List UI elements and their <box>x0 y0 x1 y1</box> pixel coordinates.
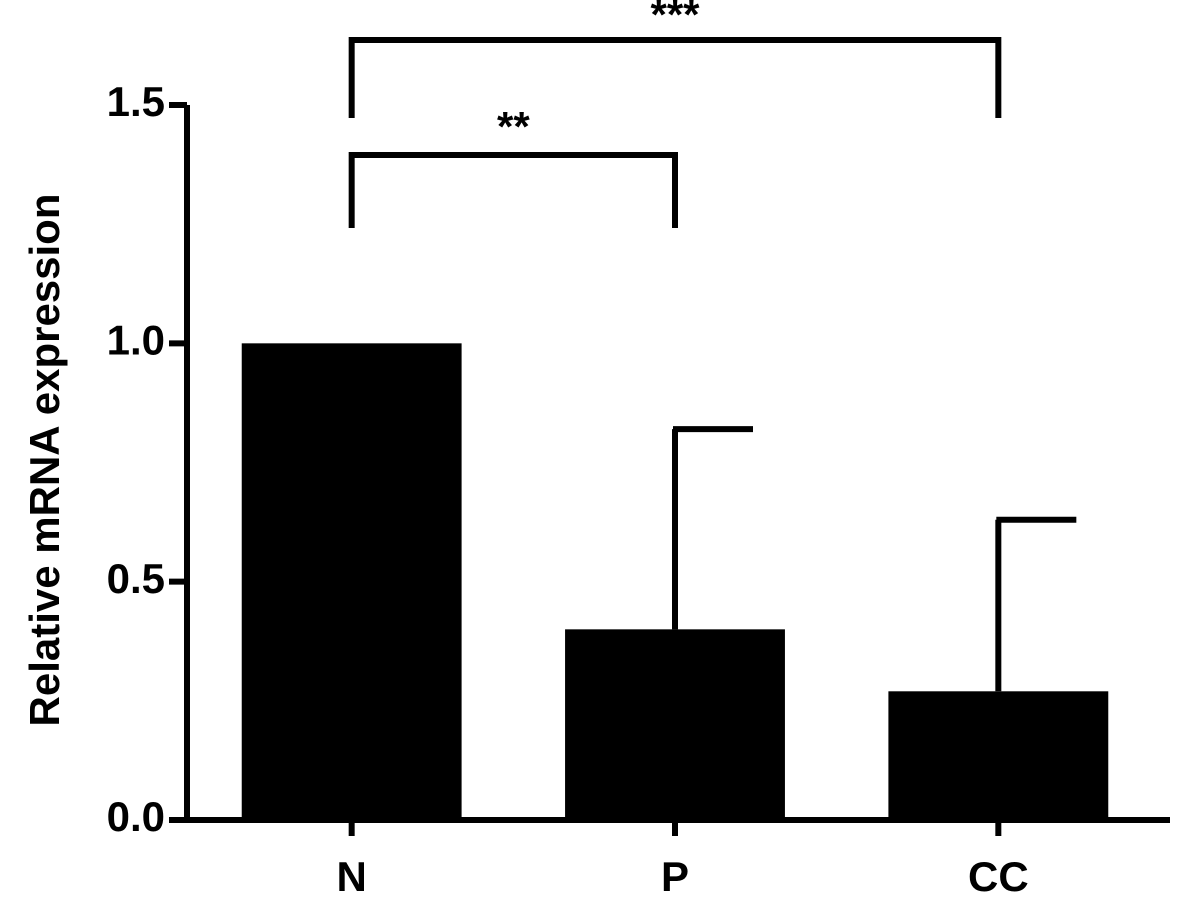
y-tick-label: 0.0 <box>107 793 165 840</box>
y-tick-label: 1.0 <box>107 316 165 363</box>
x-tick-label: P <box>661 853 689 900</box>
bar <box>241 343 462 820</box>
y-tick-label: 1.5 <box>107 78 165 125</box>
x-tick-label: N <box>336 853 366 900</box>
y-axis-label: Relative mRNA expression <box>21 194 68 727</box>
x-tick-label: CC <box>968 853 1029 900</box>
error-bar <box>672 426 753 630</box>
significance-bracket <box>348 37 1002 118</box>
error-bar <box>995 516 1077 692</box>
significance-label: ** <box>497 103 530 150</box>
bar <box>888 691 1109 820</box>
significance-label: *** <box>650 0 700 38</box>
y-tick-label: 0.5 <box>107 555 165 602</box>
bar <box>565 629 785 820</box>
significance-bracket <box>348 152 678 228</box>
